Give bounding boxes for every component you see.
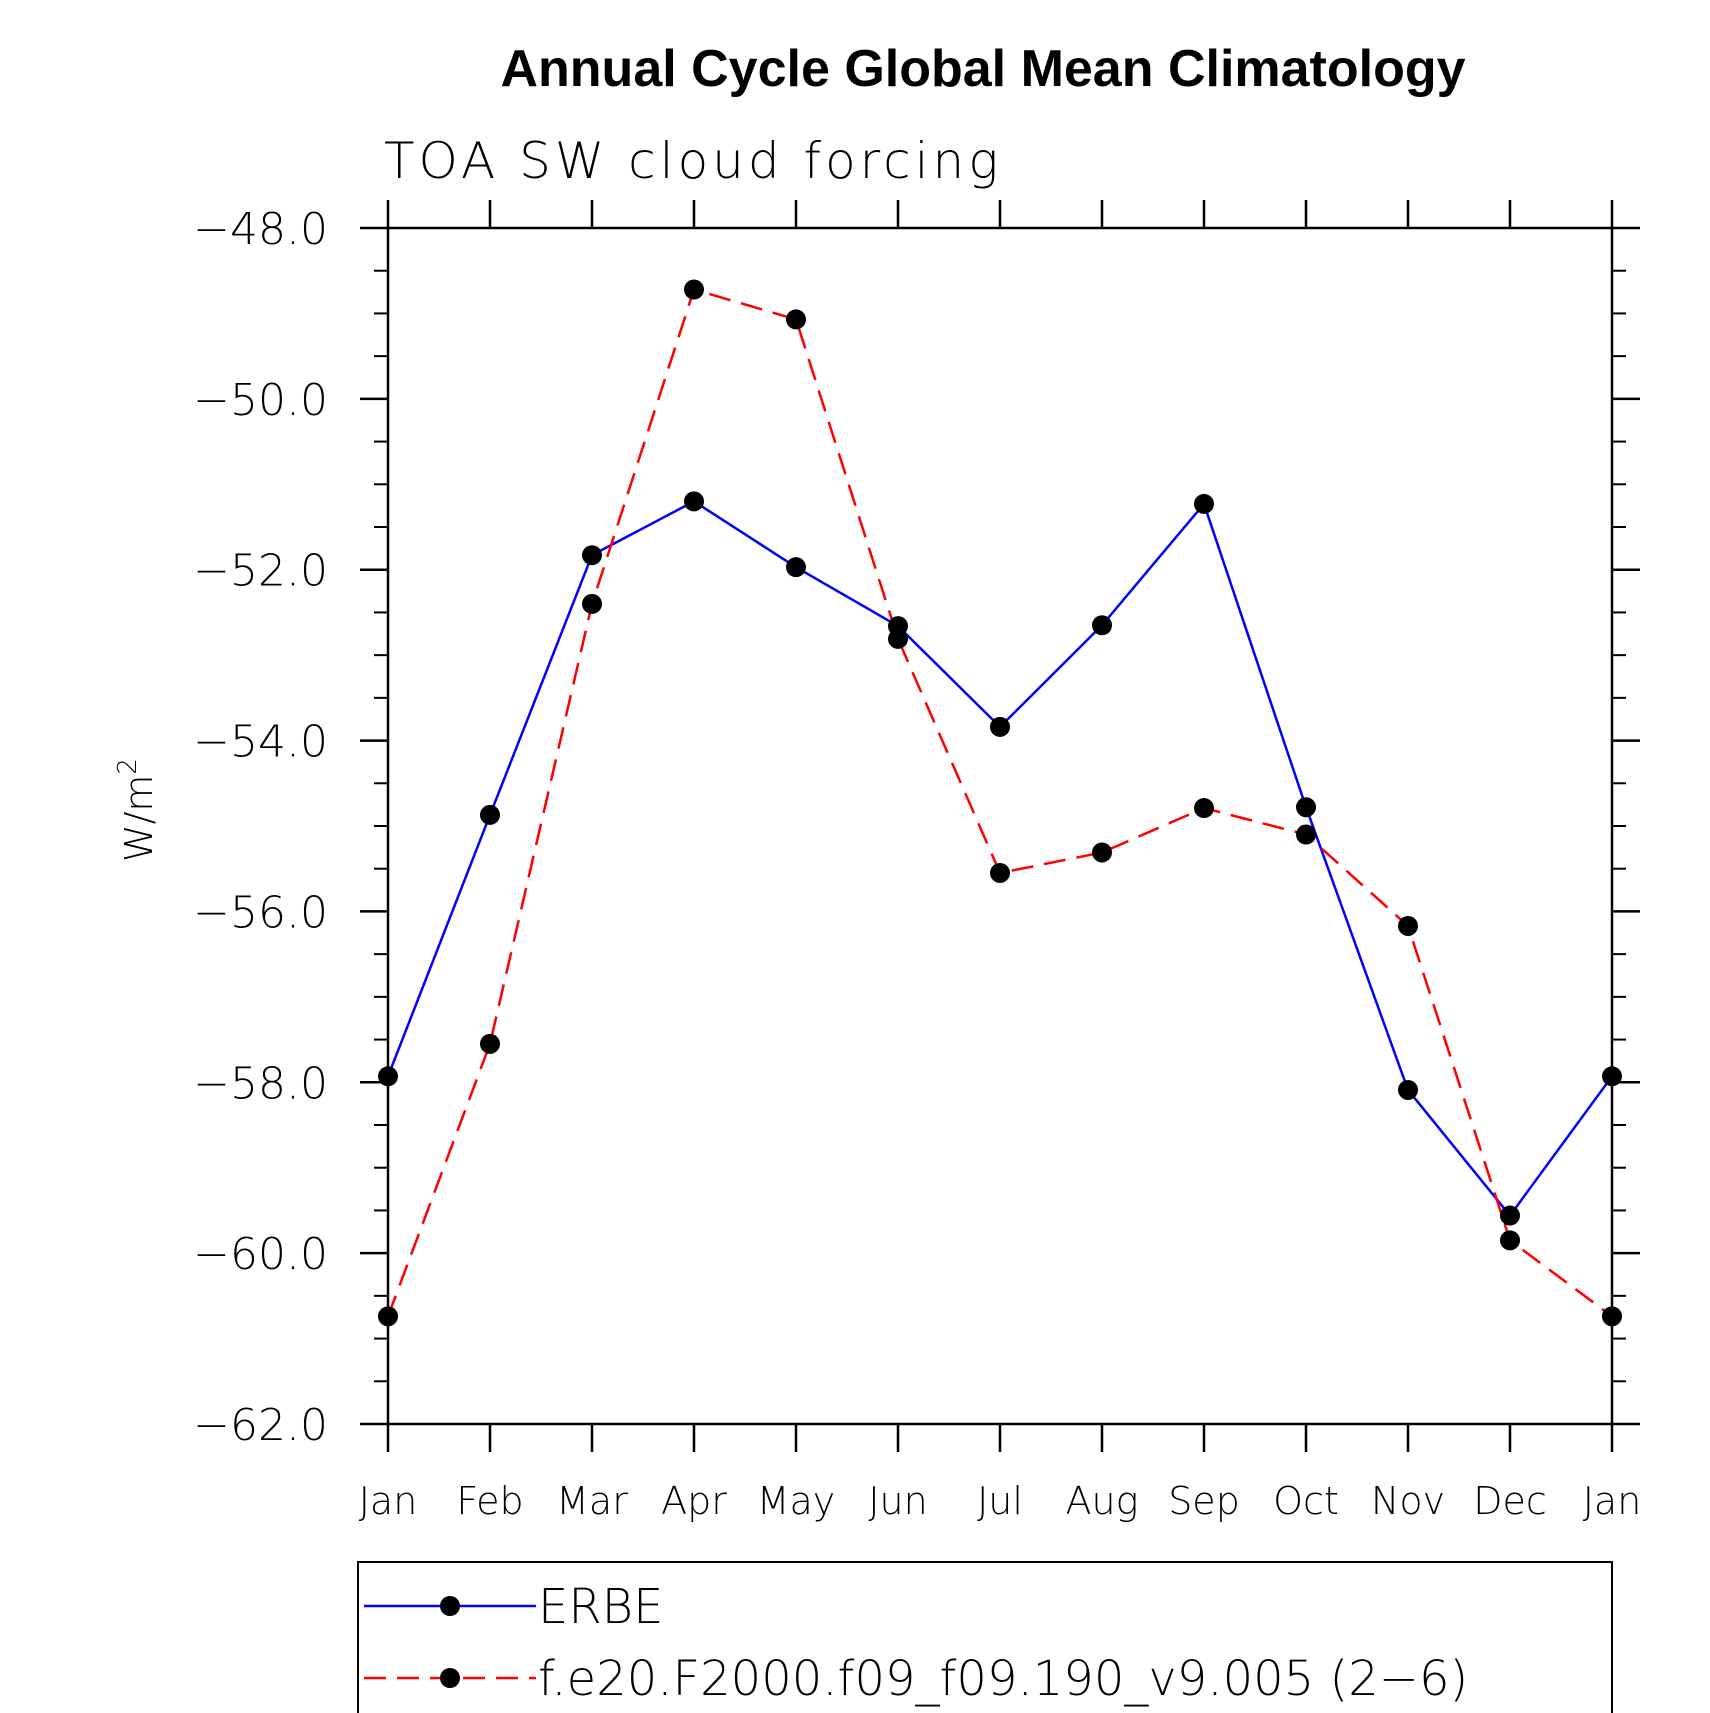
legend-label-model: f.e20.F2000.f09_f09.190_v9.005 (2−6) xyxy=(538,1651,1468,1707)
data-point-series-0 xyxy=(480,804,500,825)
data-point-series-1 xyxy=(582,593,602,614)
x-tick-label: Feb xyxy=(456,1479,523,1523)
data-point-series-0 xyxy=(990,716,1010,737)
x-tick-label: Jul xyxy=(977,1479,1023,1523)
y-tick-label: −50.0 xyxy=(193,375,328,426)
data-point-series-1 xyxy=(1092,842,1112,863)
chart-subtitle: TOA SW cloud forcing xyxy=(384,132,1002,190)
legend-marker-model xyxy=(440,1668,460,1688)
x-tick-label: Dec xyxy=(1473,1479,1547,1523)
legend-marker-erbe xyxy=(440,1596,460,1616)
x-tick-label: Jan xyxy=(1583,1479,1642,1523)
series-line-0 xyxy=(386,499,1614,1218)
x-tick-label: Jan xyxy=(359,1479,418,1523)
y-tick-label: −52.0 xyxy=(193,546,328,597)
data-point-series-1 xyxy=(888,628,908,649)
data-point-series-1 xyxy=(684,279,704,300)
data-point-series-0 xyxy=(582,545,602,566)
axis-ticks xyxy=(360,200,1640,1452)
x-tick-label: Aug xyxy=(1066,1479,1139,1523)
data-point-series-1 xyxy=(1194,798,1214,819)
x-tick-label: May xyxy=(757,1479,836,1523)
data-point-series-1 xyxy=(1398,915,1418,936)
chart-title: Annual Cycle Global Mean Climatology xyxy=(500,40,1465,98)
legend: ERBE f.e20.F2000.f09_f09.190_v9.005 (2−6… xyxy=(357,1561,1613,1713)
data-point-series-1 xyxy=(480,1033,500,1054)
x-tick-label: Mar xyxy=(556,1479,628,1523)
x-tick-label: Nov xyxy=(1371,1479,1445,1523)
data-point-series-1 xyxy=(1602,1306,1622,1327)
y-tick-label: −62.0 xyxy=(193,1400,328,1451)
x-tick-label: Jun xyxy=(868,1479,927,1523)
y-tick-label: −60.0 xyxy=(193,1229,328,1280)
y-axis-label-superscript: 2 xyxy=(113,758,143,775)
series-layer xyxy=(378,279,1622,1327)
svg-text:W/m2: W/m2 xyxy=(113,758,161,862)
data-point-series-0 xyxy=(1398,1079,1418,1100)
data-point-series-0 xyxy=(1602,1066,1622,1087)
x-tick-label: Oct xyxy=(1273,1479,1339,1523)
data-point-series-1 xyxy=(990,862,1010,883)
x-tick-labels: Jan Feb Mar Apr May Jun Jul Aug Sep Oct Nov Dec Jan xyxy=(359,1479,1642,1523)
data-point-series-1 xyxy=(786,309,806,330)
y-tick-label: −48.0 xyxy=(193,204,328,255)
data-point-series-1 xyxy=(1500,1230,1520,1251)
legend-label-erbe: ERBE xyxy=(538,1579,663,1635)
plot-frame xyxy=(386,226,1614,1426)
x-tick-label: Apr xyxy=(661,1479,727,1523)
data-point-series-0 xyxy=(786,557,806,578)
y-axis-label: W/m2 xyxy=(113,758,161,862)
y-tick-label: −56.0 xyxy=(193,887,328,938)
data-point-series-0 xyxy=(1194,493,1214,514)
data-point-series-0 xyxy=(1296,797,1316,818)
y-tick-label: −58.0 xyxy=(193,1058,328,1109)
y-tick-labels: −48.0 −50.0 −52.0 −54.0 −56.0 −58.0 −60.0 −62.0 xyxy=(193,204,328,1451)
data-point-series-1 xyxy=(1296,824,1316,845)
data-point-series-0 xyxy=(1500,1205,1520,1226)
y-axis-label-base: W/m xyxy=(117,775,161,862)
series-line-1 xyxy=(386,287,1613,1318)
data-point-series-0 xyxy=(378,1066,398,1087)
data-point-series-1 xyxy=(378,1306,398,1327)
legend-box xyxy=(357,1561,1613,1713)
data-point-series-0 xyxy=(1092,615,1112,636)
data-point-series-0 xyxy=(684,491,704,512)
x-tick-label: Sep xyxy=(1168,1479,1240,1523)
y-tick-label: −54.0 xyxy=(193,717,328,768)
